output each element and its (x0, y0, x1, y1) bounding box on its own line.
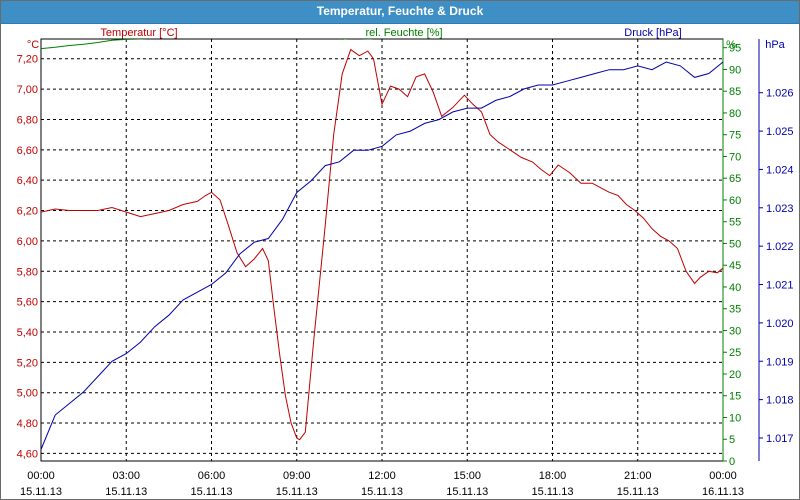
temperature-tick-label: 4,80 (17, 418, 38, 430)
temperature-tick-label: 6,20 (17, 206, 38, 218)
x-tick-time-label: 15:00 (453, 470, 481, 482)
window-title: Temperatur, Feuchte & Druck (316, 4, 484, 18)
x-tick-time-label: 00:00 (27, 470, 55, 482)
pressure-tick-label: 1.021 (766, 280, 794, 292)
series-line-humidity (41, 39, 374, 50)
humidity-tick-label: 95 (729, 43, 741, 55)
humidity-tick-label: 75 (729, 130, 741, 142)
temperature-tick-label: 7,20 (17, 54, 38, 66)
humidity-tick-label: 0 (729, 456, 735, 468)
humidity-tick-label: 15 (729, 391, 741, 403)
pressure-tick-label: 1.019 (766, 356, 794, 368)
pressure-tick-label: 1.017 (766, 433, 794, 445)
temperature-tick-label: 6,40 (17, 175, 38, 187)
temperature-unit-label: °C (27, 39, 39, 51)
temperature-tick-label: 6,00 (17, 236, 38, 248)
x-tick-date-label: 15.11.13 (361, 486, 403, 498)
x-tick-date-label: 15.11.13 (446, 486, 488, 498)
pressure-unit-label: hPa (765, 39, 785, 51)
x-tick-time-label: 03:00 (112, 470, 140, 482)
humidity-tick-label: 85 (729, 86, 741, 98)
humidity-tick-label: 60 (729, 195, 741, 207)
temperature-tick-label: 5,20 (17, 357, 38, 369)
temperature-tick-label: 5,60 (17, 297, 38, 309)
temperature-tick-label: 7,00 (17, 84, 38, 96)
series-legend-label: Druck [hPa] (624, 27, 681, 39)
title-bar: Temperatur, Feuchte & Druck (1, 1, 799, 24)
humidity-tick-label: 70 (729, 151, 741, 163)
x-tick-date-label: 16.11.13 (702, 486, 744, 498)
pressure-tick-label: 1.020 (766, 318, 794, 330)
humidity-unit-label: % (726, 39, 736, 51)
pressure-tick-label: 1.018 (766, 395, 794, 407)
x-tick-date-label: 15.11.13 (531, 486, 573, 498)
humidity-tick-label: 35 (729, 304, 741, 316)
humidity-tick-label: 50 (729, 238, 741, 250)
pressure-tick-label: 1.022 (766, 241, 794, 253)
x-tick-date-label: 15.11.13 (276, 486, 318, 498)
pressure-tick-label: 1.024 (766, 164, 794, 176)
humidity-tick-label: 65 (729, 173, 741, 185)
pressure-tick-label: 1.025 (766, 126, 794, 138)
temperature-tick-label: 6,60 (17, 145, 38, 157)
series-legend-label: Temperatur [°C] (100, 27, 177, 39)
series-line-pressure (41, 61, 723, 450)
x-tick-date-label: 15.11.13 (105, 486, 147, 498)
series-legend-label: rel. Feuchte [%] (365, 27, 442, 39)
x-tick-time-label: 18:00 (539, 470, 567, 482)
humidity-tick-label: 90 (729, 64, 741, 76)
humidity-tick-label: 5 (729, 434, 735, 446)
humidity-tick-label: 25 (729, 347, 741, 359)
humidity-tick-label: 40 (729, 282, 741, 294)
temperature-tick-label: 5,40 (17, 327, 38, 339)
x-tick-date-label: 15.11.13 (20, 486, 62, 498)
humidity-tick-label: 30 (729, 325, 741, 337)
humidity-tick-label: 80 (729, 108, 741, 120)
x-tick-date-label: 15.11.13 (190, 486, 232, 498)
humidity-tick-label: 10 (729, 412, 741, 424)
x-tick-time-label: 09:00 (283, 470, 311, 482)
humidity-tick-label: 45 (729, 260, 741, 272)
series-line-temperature (41, 48, 723, 441)
x-tick-time-label: 00:00 (709, 470, 737, 482)
x-tick-time-label: 12:00 (368, 470, 396, 482)
x-tick-date-label: 15.11.13 (617, 486, 659, 498)
humidity-tick-label: 20 (729, 369, 741, 381)
x-tick-time-label: 06:00 (198, 470, 226, 482)
temperature-tick-label: 5,80 (17, 266, 38, 278)
x-tick-time-label: 21:00 (624, 470, 652, 482)
temperature-tick-label: 6,80 (17, 114, 38, 126)
temperature-tick-label: 5,00 (17, 388, 38, 400)
pressure-tick-label: 1.023 (766, 203, 794, 215)
temperature-tick-label: 4,60 (17, 448, 38, 460)
humidity-tick-label: 55 (729, 217, 741, 229)
pressure-tick-label: 1.026 (766, 88, 794, 100)
